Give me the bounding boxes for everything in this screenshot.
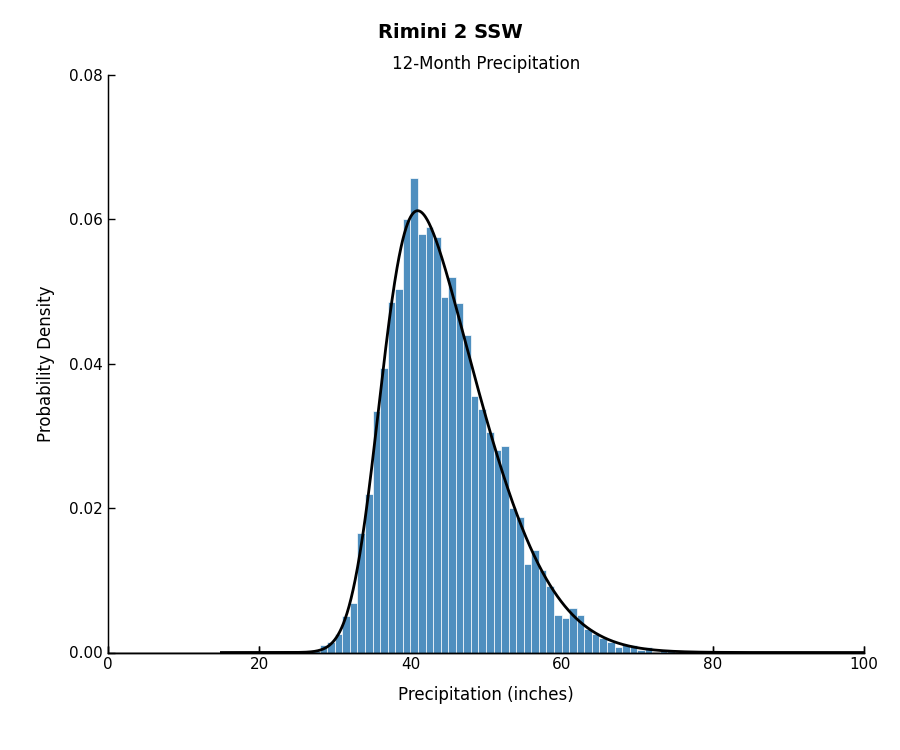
Bar <box>373 412 380 652</box>
Bar <box>546 586 554 652</box>
Bar <box>517 517 524 652</box>
Bar <box>426 226 433 652</box>
Bar <box>637 650 644 652</box>
Bar <box>698 651 706 652</box>
Bar <box>531 550 539 652</box>
Bar <box>562 618 569 652</box>
Bar <box>380 368 388 652</box>
Bar <box>644 646 652 652</box>
Bar <box>328 643 335 652</box>
Bar <box>448 278 455 652</box>
Bar <box>493 450 501 652</box>
Bar <box>554 615 562 652</box>
Bar <box>584 629 592 652</box>
Bar <box>350 604 357 652</box>
Bar <box>342 616 350 652</box>
Bar <box>455 303 464 652</box>
Bar <box>508 509 517 652</box>
Bar <box>395 289 403 652</box>
X-axis label: Precipitation (inches): Precipitation (inches) <box>398 686 574 704</box>
Bar <box>630 645 637 652</box>
Bar <box>418 234 426 652</box>
Bar <box>312 651 319 652</box>
Bar <box>441 297 448 652</box>
Bar <box>706 651 713 652</box>
Bar <box>569 608 577 652</box>
Bar <box>501 446 508 652</box>
Bar <box>410 178 418 652</box>
Bar <box>388 302 395 652</box>
Bar <box>713 651 720 652</box>
Bar <box>592 634 599 652</box>
Bar <box>622 645 630 652</box>
Bar <box>607 643 615 652</box>
Y-axis label: Probability Density: Probability Density <box>38 286 56 442</box>
Bar <box>320 645 328 652</box>
Bar <box>682 651 690 652</box>
Bar <box>539 570 546 652</box>
Bar <box>577 615 584 652</box>
Bar <box>403 219 410 652</box>
Bar <box>524 565 531 652</box>
Bar <box>660 651 668 652</box>
Bar <box>479 409 486 652</box>
Bar <box>433 237 441 652</box>
Bar <box>365 494 373 652</box>
Bar <box>464 334 471 652</box>
Bar <box>599 638 607 652</box>
Bar <box>690 651 698 652</box>
Bar <box>668 650 675 652</box>
Bar <box>335 634 342 652</box>
Bar <box>471 395 479 652</box>
Bar <box>615 646 622 652</box>
Bar <box>486 431 493 652</box>
Bar <box>357 532 365 652</box>
Text: Rimini 2 SSW: Rimini 2 SSW <box>378 22 522 41</box>
Title: 12-Month Precipitation: 12-Month Precipitation <box>392 56 580 74</box>
